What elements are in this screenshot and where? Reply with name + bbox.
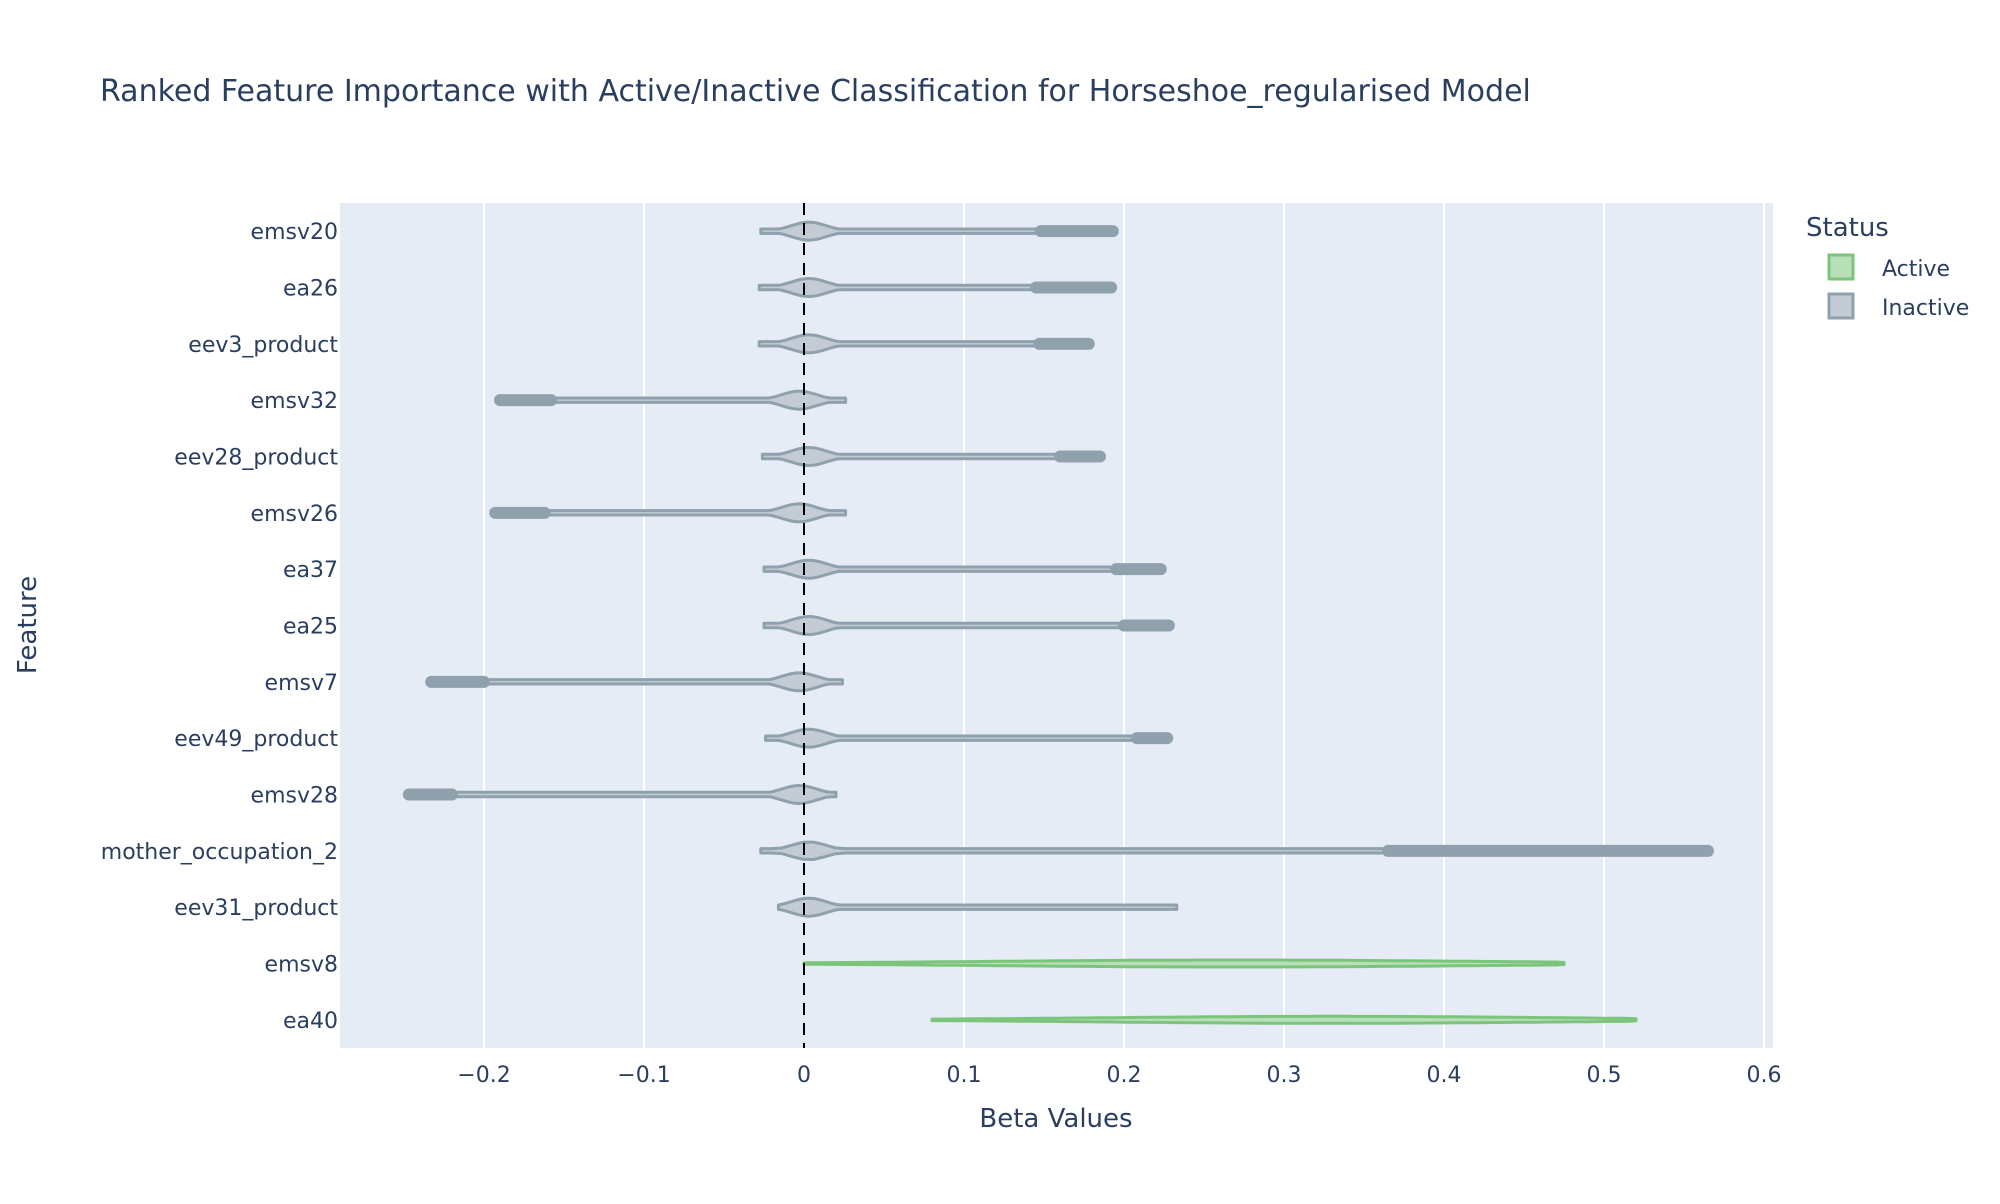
- violin-emsv28[interactable]: [402, 784, 838, 805]
- y-tick-label: eev49_product: [174, 727, 338, 752]
- x-tick-label: 0.1: [947, 1063, 982, 1088]
- x-tick-label: 0.6: [1747, 1063, 1782, 1088]
- legend-label-inactive: Inactive: [1882, 296, 1969, 321]
- violin-ea25[interactable]: [762, 615, 1175, 636]
- legend-swatch-inactive: [1827, 292, 1855, 320]
- violin-eev28_product[interactable]: [760, 446, 1106, 467]
- violin-emsv7[interactable]: [425, 671, 844, 693]
- x-tick-label: 0.3: [1267, 1063, 1302, 1088]
- x-axis-label: Beta Values: [979, 1104, 1132, 1134]
- legend-item-inactive[interactable]: Inactive: [1827, 292, 1969, 321]
- legend-item-active[interactable]: Active: [1827, 253, 1950, 282]
- legend-label-active: Active: [1882, 257, 1950, 282]
- y-tick-label: ea26: [283, 277, 338, 302]
- x-tick-label: −0.1: [617, 1063, 670, 1088]
- y-tick-label: ea25: [283, 615, 338, 640]
- violin-body: [429, 671, 844, 693]
- violin-layer: [402, 220, 1714, 1025]
- violin-eev31_product[interactable]: [776, 896, 1179, 918]
- y-tick-label: emsv8: [265, 953, 338, 978]
- violin-ea37[interactable]: [762, 558, 1167, 580]
- y-tick-label: eev3_product: [188, 333, 338, 358]
- violin-body: [930, 1014, 1638, 1025]
- y-tick-label: emsv26: [251, 502, 338, 527]
- y-tick-label: emsv32: [251, 389, 338, 414]
- violin-eev49_product[interactable]: [764, 727, 1174, 749]
- y-tick-label: emsv20: [251, 220, 338, 245]
- legend: Status Active Inactive: [1806, 213, 1969, 321]
- x-tick-label: 0.5: [1587, 1063, 1622, 1088]
- y-tick-label: emsv28: [251, 784, 338, 809]
- x-tick-labels: −0.2 −0.1 0 0.1 0.2 0.3 0.4 0.5 0.6: [457, 1063, 1781, 1088]
- y-tick-labels: emsv20 ea26 eev3_product emsv32 eev28_produc…: [101, 220, 339, 1034]
- violin-body: [498, 389, 848, 411]
- legend-title: Status: [1806, 213, 1889, 243]
- violin-body: [776, 896, 1179, 918]
- violin-body: [802, 958, 1566, 969]
- y-tick-label: eev28_product: [174, 446, 338, 471]
- violin-emsv26[interactable]: [489, 502, 848, 524]
- violin-body: [493, 502, 848, 524]
- violin-emsv20[interactable]: [759, 220, 1119, 242]
- y-tick-label: ea40: [283, 1009, 338, 1034]
- y-tick-label: emsv7: [265, 671, 338, 696]
- x-tick-label: −0.2: [457, 1063, 510, 1088]
- y-tick-label: mother_occupation_2: [101, 840, 338, 865]
- y-tick-label: ea37: [283, 558, 338, 583]
- violin-mother_occupation_2[interactable]: [759, 840, 1714, 861]
- y-tick-label: eev31_product: [174, 896, 338, 921]
- x-tick-label: 0.2: [1107, 1063, 1142, 1088]
- x-tick-label: 0.4: [1427, 1063, 1462, 1088]
- y-axis-label: Feature: [13, 576, 43, 674]
- chart-title: Ranked Feature Importance with Active/In…: [100, 74, 1531, 109]
- violin-emsv8[interactable]: [802, 958, 1566, 969]
- x-tick-label: 0: [797, 1063, 811, 1088]
- violin-body: [407, 784, 838, 805]
- violin-ea26[interactable]: [757, 277, 1118, 298]
- violin-emsv32[interactable]: [494, 389, 848, 411]
- legend-swatch-active: [1827, 253, 1855, 281]
- violin-eev3_product[interactable]: [757, 333, 1095, 355]
- violin-ea40[interactable]: [930, 1014, 1638, 1025]
